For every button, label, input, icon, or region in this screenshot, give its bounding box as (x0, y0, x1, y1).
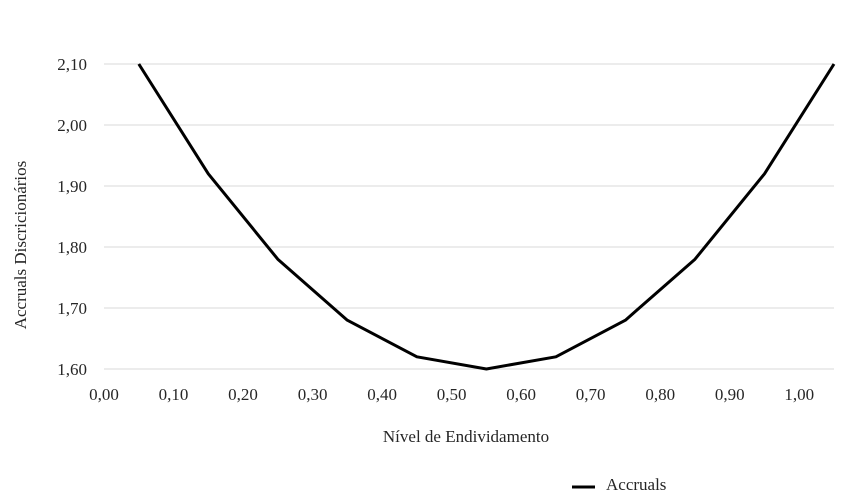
y-axis-ticks: 1,60 1,70 1,80 1,90 2,00 2,10 (57, 55, 87, 379)
x-tick-label: 0,30 (298, 385, 328, 404)
y-tick-label: 2,00 (57, 116, 87, 135)
y-tick-label: 1,80 (57, 238, 87, 257)
y-tick-label: 2,10 (57, 55, 87, 74)
x-tick-label: 0,60 (506, 385, 536, 404)
y-tick-label: 1,90 (57, 177, 87, 196)
series-layer (137, 63, 836, 371)
x-axis-title: Nível de Endividamento (383, 427, 549, 446)
x-tick-label: 0,50 (437, 385, 467, 404)
x-tick-label: 0,80 (645, 385, 675, 404)
y-tick-label: 1,60 (57, 360, 87, 379)
x-tick-label: 0,20 (228, 385, 258, 404)
series-line-0 (137, 63, 836, 371)
gridlines (104, 63, 834, 370)
x-tick-label: 0,10 (159, 385, 189, 404)
x-tick-label: 0,70 (576, 385, 606, 404)
y-tick-label: 1,70 (57, 299, 87, 318)
x-tick-label: 0,00 (89, 385, 119, 404)
x-tick-label: 1,00 (784, 385, 814, 404)
y-axis-title: Accruals Discricionários (11, 161, 30, 330)
x-tick-label: 0,90 (715, 385, 745, 404)
legend: Accruals (572, 475, 666, 494)
x-tick-label: 0,40 (367, 385, 397, 404)
legend-label: Accruals (606, 475, 666, 494)
x-axis-ticks: 0,00 0,10 0,20 0,30 0,40 0,50 0,60 0,70 0,80 0,90… (89, 385, 814, 404)
